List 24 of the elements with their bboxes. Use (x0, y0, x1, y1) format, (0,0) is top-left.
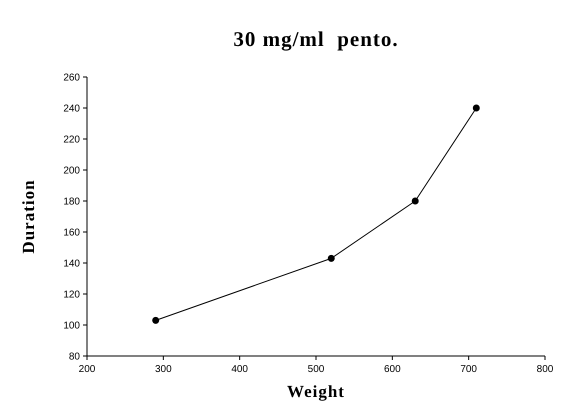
x-tick-label: 200 (78, 364, 96, 375)
point (472, 104, 480, 112)
y-tick-label: 240 (63, 104, 80, 114)
point (328, 254, 335, 262)
point (412, 198, 419, 204)
x-tick-label: 300 (154, 364, 172, 375)
y-axis-title: Duration (19, 179, 38, 254)
y-tick-label: 100 (63, 320, 80, 332)
point (152, 316, 160, 324)
y-tick-label: 220 (63, 134, 80, 146)
y-tick-label: 160 (63, 228, 80, 238)
x-axis-title: Weight (287, 382, 345, 401)
x-tick-label: 500 (308, 364, 325, 375)
x-tick-label: 700 (460, 364, 478, 375)
y-tick-label: 120 (63, 290, 80, 300)
y-tick-label: 80 (68, 352, 80, 362)
y-tick-label: 200 (63, 166, 80, 176)
x-tick-label: 600 (384, 364, 402, 375)
y-tick-label: 260 (63, 72, 80, 84)
x-tick-label: 800 (536, 364, 554, 375)
x-tick-label: 400 (231, 364, 248, 375)
y-tick-label: 140 (63, 258, 80, 270)
y-tick-label: 180 (63, 196, 80, 208)
chart-title: 30 mg/ml pento. (233, 27, 399, 51)
